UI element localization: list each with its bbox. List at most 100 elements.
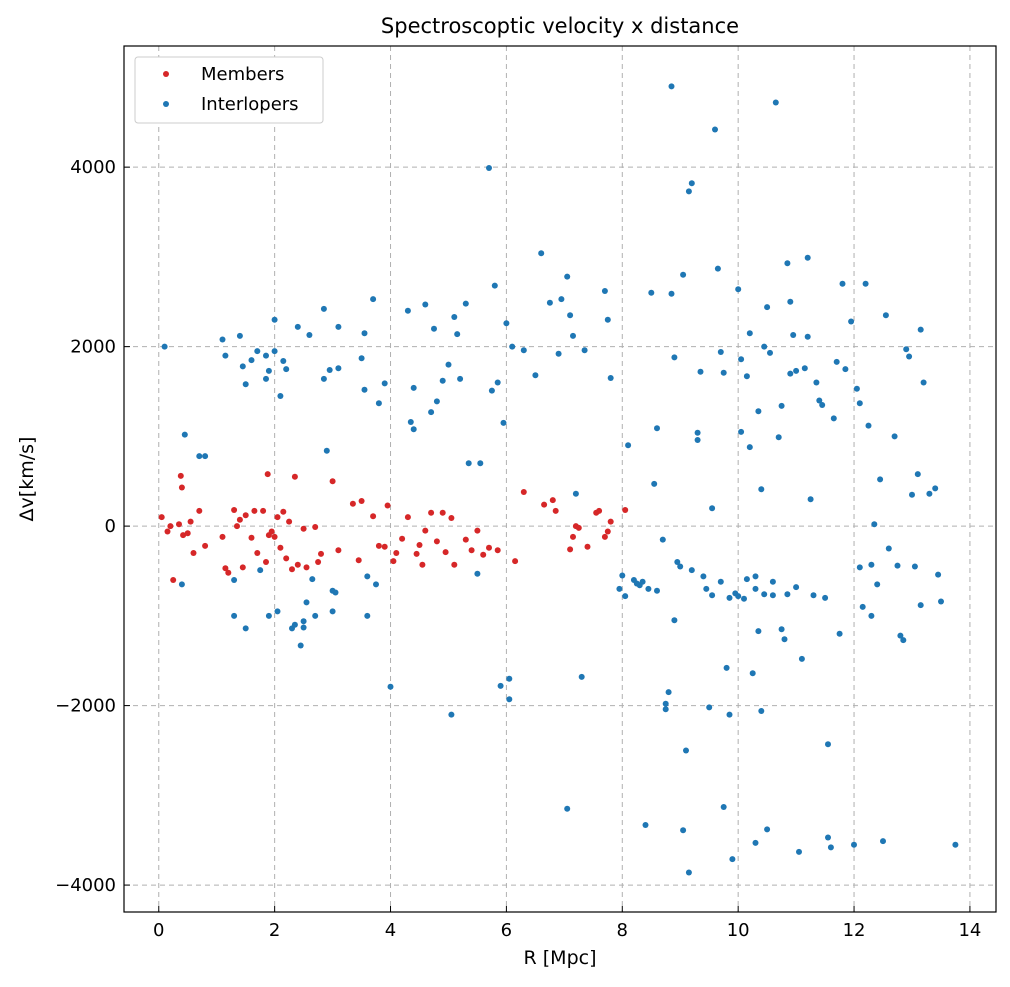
interlopers-point [798, 655, 805, 662]
interlopers-point [752, 573, 759, 580]
members-point [280, 508, 287, 515]
members-point [567, 546, 574, 553]
interlopers-point [381, 380, 388, 387]
interlopers-point [741, 595, 747, 602]
interlopers-point [865, 422, 872, 429]
x-tick-label: 10 [727, 920, 750, 941]
interlopers-point [263, 352, 269, 359]
interlopers-point [903, 346, 910, 353]
interlopers-point [825, 741, 831, 748]
x-tick-label: 12 [843, 920, 866, 941]
members-point [541, 501, 548, 508]
members-point [300, 525, 307, 532]
x-tick-label: 0 [153, 920, 164, 941]
members-point [251, 507, 258, 514]
interlopers-point [856, 400, 863, 407]
x-tick-label: 4 [385, 920, 396, 941]
interlopers-point [810, 592, 817, 599]
axis-ticks: 0 2 4 6 8 10 12 14 −4000 −2000 0 2000 4000 [55, 157, 981, 941]
members-point [187, 518, 194, 525]
interlopers-point [819, 402, 826, 408]
interlopers-point [868, 612, 875, 619]
x-tick-label: 8 [617, 920, 628, 941]
interlopers-point [300, 618, 307, 625]
interlopers-point [900, 637, 907, 644]
members-point [462, 536, 469, 543]
interlopers-point [906, 353, 913, 360]
interlopers-point [735, 286, 742, 293]
interlopers-point [248, 357, 255, 364]
members-point [312, 524, 319, 530]
interlopers-point [503, 320, 510, 327]
interlopers-point [743, 576, 750, 583]
interlopers-point [619, 572, 626, 579]
interlopers-point [300, 624, 307, 631]
interlopers-point [196, 453, 203, 460]
interlopers-point [839, 280, 846, 287]
interlopers-point [714, 265, 721, 272]
interlopers-point [387, 683, 394, 690]
interlopers-point [804, 333, 811, 340]
y-axis-label: Δv[km/s] [16, 437, 38, 522]
interlopers-point [604, 316, 611, 323]
interlopers-point [231, 612, 238, 619]
legend-marker-interlopers [163, 101, 169, 107]
interlopers-point [778, 402, 785, 409]
members-point [254, 550, 261, 556]
interlopers-point [361, 330, 368, 337]
members-point [413, 550, 420, 557]
members-point [303, 564, 310, 571]
interlopers-point [830, 415, 837, 422]
interlopers-point [581, 347, 588, 354]
interlopers-point [784, 260, 791, 267]
members-point [416, 542, 423, 548]
interlopers-point [743, 373, 750, 380]
members-point [601, 533, 608, 540]
interlopers-point [827, 844, 834, 851]
interlopers-point [474, 570, 481, 577]
interlopers-point [796, 848, 802, 855]
interlopers-point [935, 571, 942, 578]
members-point [520, 489, 527, 495]
members-point [263, 559, 269, 565]
members-point [196, 507, 203, 514]
members-point [202, 542, 209, 549]
interlopers-point [677, 563, 684, 570]
interlopers-point [668, 83, 675, 90]
interlopers-point [601, 288, 608, 294]
interlopers-point [726, 594, 733, 601]
interlopers-point [202, 453, 209, 460]
interlopers-point [793, 584, 800, 591]
interlopers-point [729, 856, 736, 863]
interlopers-point [775, 434, 782, 441]
interlopers-point [506, 696, 513, 703]
x-tick-label: 2 [269, 920, 280, 941]
interlopers-point [448, 711, 455, 718]
interlopers-point [688, 180, 695, 187]
interlopers-point [723, 664, 730, 671]
interlopers-point [755, 408, 762, 415]
members-point [570, 533, 576, 540]
members-point [604, 528, 611, 535]
members-point [231, 507, 238, 513]
interlopers-point [445, 361, 452, 368]
interlopers-point [454, 331, 461, 338]
interlopers-point [291, 621, 298, 628]
members-point [234, 523, 240, 530]
interlopers-point [219, 336, 226, 343]
interlopers-point [555, 350, 562, 357]
interlopers-point [851, 841, 857, 848]
interlopers-point [833, 358, 840, 365]
interlopers-point [320, 305, 327, 312]
legend: Members Interlopers [134, 56, 324, 124]
members-point [494, 547, 501, 554]
members-point [178, 484, 185, 491]
interlopers-point [407, 419, 414, 425]
interlopers-point [404, 307, 411, 314]
interlopers-point [428, 409, 435, 416]
interlopers-point [787, 298, 794, 305]
members-point [190, 550, 197, 556]
interlopers-point [509, 343, 516, 350]
interlopers-point [572, 490, 579, 497]
